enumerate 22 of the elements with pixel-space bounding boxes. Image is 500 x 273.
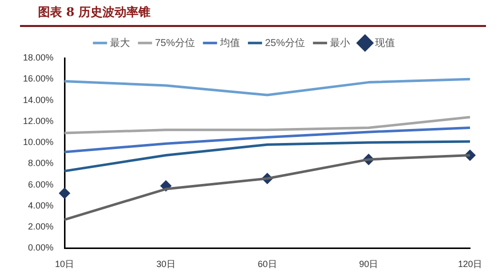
chart-title: 图表 8 历史波动率锥 bbox=[38, 4, 151, 21]
legend-label: 现值 bbox=[375, 38, 396, 49]
y-tick-label: 0.00% bbox=[28, 242, 54, 253]
y-tick-label: 12.00% bbox=[22, 116, 54, 126]
y-tick-label: 18.00% bbox=[22, 52, 54, 62]
y-tick-label: 4.00% bbox=[28, 200, 54, 210]
legend-label: 25%分位 bbox=[265, 36, 306, 49]
y-tick-label: 14.00% bbox=[22, 94, 54, 105]
y-tick-label: 8.00% bbox=[28, 158, 54, 168]
y-tick-label: 6.00% bbox=[28, 179, 54, 190]
x-tick-label: 120日 bbox=[458, 259, 482, 270]
x-tick-label: 90日 bbox=[359, 259, 378, 270]
y-tick-label: 2.00% bbox=[28, 222, 54, 232]
y-tick-label: 10.00% bbox=[22, 137, 54, 148]
legend-label: 75%分位 bbox=[154, 36, 195, 49]
x-tick-label: 60日 bbox=[258, 259, 277, 270]
legend-label: 最大 bbox=[110, 36, 130, 49]
legend-label: 最小 bbox=[330, 36, 350, 49]
x-tick-label: 30日 bbox=[156, 259, 176, 270]
y-tick-label: 16.00% bbox=[22, 74, 54, 84]
legend-label: 均值 bbox=[219, 36, 240, 49]
x-tick-label: 10日 bbox=[55, 259, 74, 270]
